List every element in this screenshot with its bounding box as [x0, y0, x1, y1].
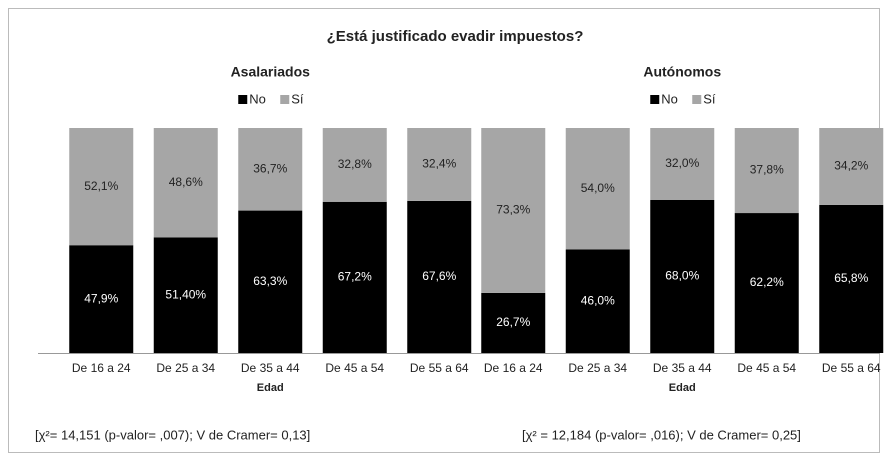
x-tick-label: De 35 a 44: [653, 361, 712, 375]
data-label: 46,0%: [581, 293, 615, 307]
bar-segment: [407, 200, 472, 353]
data-label: 36,7%: [253, 161, 287, 175]
data-label: 73,3%: [496, 203, 530, 217]
legend-swatch: [280, 95, 290, 104]
data-label: 32,0%: [665, 156, 699, 170]
bar-segment: [407, 128, 472, 201]
x-tick-label: De 55 a 64: [822, 361, 881, 375]
data-label: 67,6%: [422, 269, 456, 283]
x-tick-label: De 45 a 54: [325, 361, 384, 375]
bar-segment: [481, 292, 546, 353]
bar-segment: [153, 237, 218, 353]
bar-segment: [322, 128, 387, 202]
data-label: 26,7%: [496, 315, 530, 329]
chart-subtitle: Autónomos: [643, 64, 721, 80]
data-label: 34,2%: [834, 159, 868, 173]
bar-segment: [650, 128, 715, 200]
bar-segment: [565, 128, 630, 250]
x-tick-label: De 16 a 24: [484, 361, 543, 375]
legend-swatch: [692, 95, 702, 104]
bar-segment: [69, 245, 134, 353]
legend-swatch: [238, 95, 248, 104]
data-label: 37,8%: [750, 163, 784, 177]
bar-segment: [819, 204, 884, 353]
x-tick-label: De 16 a 24: [72, 361, 131, 375]
bar-segment: [819, 128, 884, 205]
data-label: 54,0%: [581, 181, 615, 195]
data-label: 32,8%: [338, 157, 372, 171]
x-tick-label: De 45 a 54: [737, 361, 796, 375]
bar-segment: [565, 249, 630, 353]
data-label: 67,2%: [338, 270, 372, 284]
bar-segment: [238, 128, 303, 211]
bar-segment: [238, 210, 303, 353]
note: [χ²= 14,151 (p-valor= ,007); V de Cramer…: [35, 427, 310, 442]
data-label: 52,1%: [84, 179, 118, 193]
data-label: 65,8%: [834, 271, 868, 285]
legend-label: No: [249, 91, 266, 106]
data-label: 51,40%: [165, 287, 206, 301]
legend-label: Sí: [291, 91, 304, 106]
x-axis-label: Edad: [669, 382, 696, 394]
data-label: 47,9%: [84, 291, 118, 305]
legend-swatch: [650, 95, 660, 104]
x-tick-label: De 25 a 34: [156, 361, 215, 375]
note: [χ² = 12,184 (p-valor= ,016); V de Crame…: [522, 427, 801, 442]
legend-label: Sí: [703, 91, 716, 106]
chart-title: ¿Está justificado evadir impuestos?: [327, 28, 584, 45]
data-label: 48,6%: [169, 175, 203, 189]
chart-subtitle: Asalariados: [231, 64, 311, 80]
data-label: 32,4%: [422, 157, 456, 171]
data-label: 62,2%: [750, 275, 784, 289]
data-label: 63,3%: [253, 274, 287, 288]
bar-segment: [650, 200, 715, 353]
bar-segment: [69, 128, 134, 246]
x-axis-label: Edad: [257, 382, 284, 394]
data-label: 68,0%: [665, 269, 699, 283]
bar-segment: [153, 128, 218, 238]
bar-segment: [481, 128, 546, 293]
x-tick-label: De 35 a 44: [241, 361, 300, 375]
bar-segment: [322, 201, 387, 353]
bar-segment: [734, 213, 799, 353]
bar-segment: [734, 128, 799, 214]
legend-label: No: [661, 91, 678, 106]
x-tick-label: De 25 a 34: [568, 361, 627, 375]
x-tick-label: De 55 a 64: [410, 361, 469, 375]
